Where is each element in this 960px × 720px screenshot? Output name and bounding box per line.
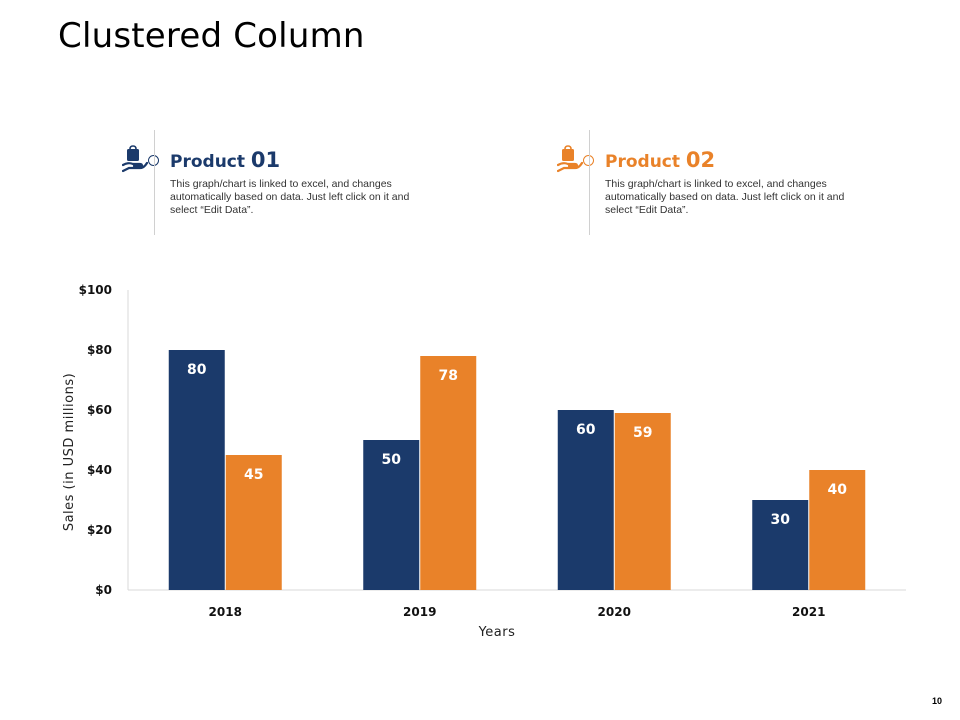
- bar: [809, 470, 866, 590]
- data-label: 30: [771, 512, 791, 528]
- x-tick-label: 2020: [598, 605, 631, 619]
- x-tick-label: 2019: [403, 605, 436, 619]
- data-label: 40: [828, 482, 848, 498]
- y-tick-label: $40: [87, 463, 112, 477]
- y-tick-label: $80: [87, 343, 112, 357]
- y-tick-label: $60: [87, 403, 112, 417]
- data-label: 60: [576, 422, 596, 438]
- legend-label: Product: [605, 152, 680, 172]
- legend-number: 02: [685, 148, 716, 172]
- legend-marker: [148, 155, 159, 166]
- legend-number: 01: [250, 148, 281, 172]
- divider: [154, 130, 155, 235]
- bar: [363, 440, 420, 590]
- legend-product-01: Product 01 This graph/chart is linked to…: [122, 130, 422, 235]
- y-tick-label: $100: [79, 283, 112, 297]
- bar: [614, 413, 671, 590]
- bar: [420, 356, 477, 590]
- page-number: 10: [931, 696, 942, 706]
- bar: [557, 410, 614, 590]
- data-label: 80: [187, 362, 207, 378]
- slide-title: Clustered Column: [58, 16, 365, 56]
- x-axis-title: Years: [478, 625, 516, 640]
- legend-description: This graph/chart is linked to excel, and…: [605, 178, 845, 216]
- data-label: 45: [244, 467, 263, 483]
- data-label: 78: [439, 368, 458, 384]
- x-tick-label: 2021: [792, 605, 825, 619]
- bar: [752, 500, 809, 590]
- shopping-bag-hand-icon: [557, 145, 583, 173]
- data-label: 50: [382, 452, 402, 468]
- legend-title: Product 01: [170, 148, 280, 172]
- y-tick-label: $20: [87, 523, 112, 537]
- y-axis-title: Sales (in USD millions): [62, 373, 77, 531]
- legend-description: This graph/chart is linked to excel, and…: [170, 178, 410, 216]
- shopping-bag-hand-icon: [122, 145, 148, 173]
- divider: [589, 130, 590, 235]
- legend-marker: [583, 155, 594, 166]
- legend-title: Product 02: [605, 148, 715, 172]
- x-tick-label: 2018: [209, 605, 242, 619]
- legend-product-02: Product 02 This graph/chart is linked to…: [557, 130, 857, 235]
- legend-label: Product: [170, 152, 245, 172]
- bar: [168, 350, 225, 590]
- data-label: 59: [633, 425, 652, 441]
- bar: [225, 455, 282, 590]
- y-tick-label: $0: [95, 583, 112, 597]
